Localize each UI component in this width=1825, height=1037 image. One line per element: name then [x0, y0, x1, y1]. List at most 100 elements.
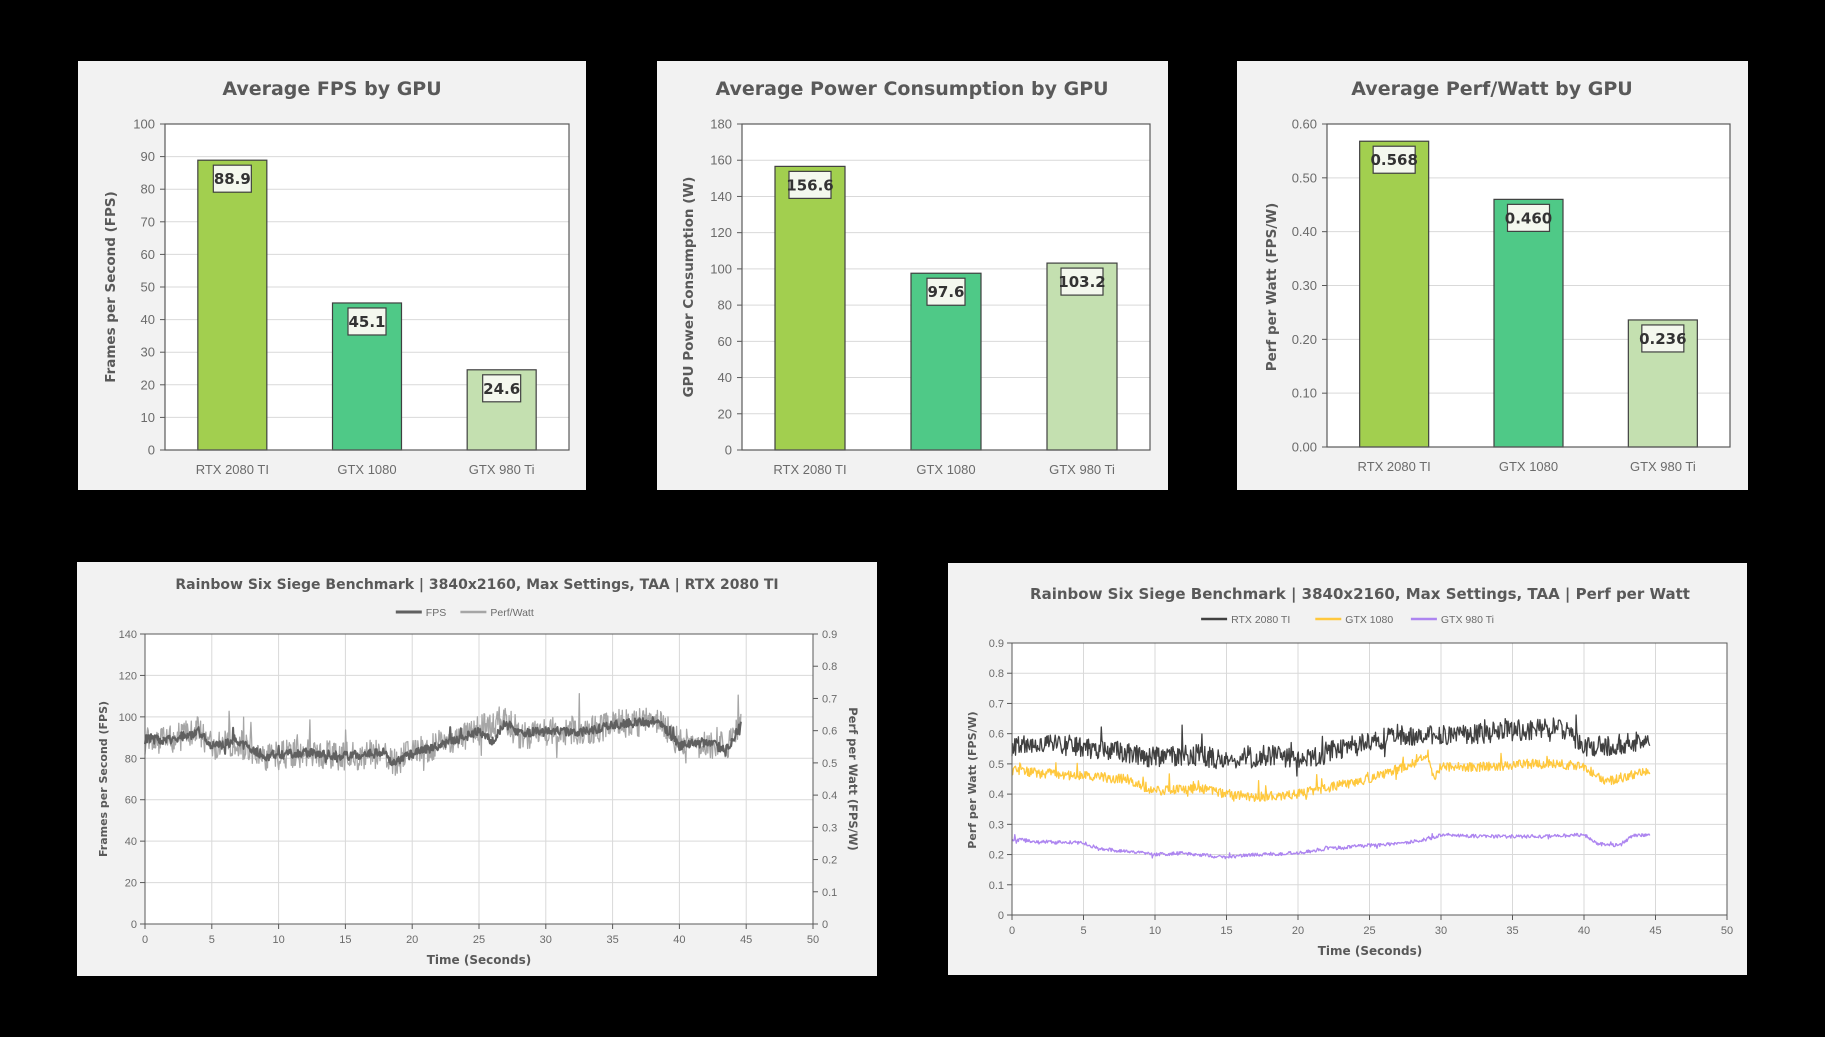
x-axis-title: Time (Seconds)	[1318, 944, 1423, 958]
series-line-fps	[144, 716, 742, 767]
y-tick-label: 50	[141, 280, 155, 295]
y-tick-label: 60	[718, 334, 732, 349]
legend-label: Perf/Watt	[490, 607, 533, 619]
y-tick-label: 0.6	[989, 729, 1004, 741]
x-axis-title: Time (Seconds)	[427, 953, 532, 967]
x-tick-label: 0	[1009, 925, 1015, 937]
y-tick-label: 140	[119, 629, 137, 641]
chart-title: Rainbow Six Siege Benchmark | 3840x2160,…	[1030, 585, 1690, 604]
x-tick-label: 15	[339, 934, 351, 946]
bar	[774, 165, 846, 451]
x-tick-label: 10	[1149, 925, 1161, 937]
x-tick-label: 50	[1721, 925, 1733, 937]
bar	[1359, 140, 1430, 448]
y-tick-label: 0.00	[1292, 440, 1317, 455]
y-tick-label: 0.50	[1292, 170, 1317, 185]
data-label: 156.6	[786, 176, 833, 194]
y-tick-label: 70	[141, 214, 155, 229]
legend-label: RTX 2080 TI	[1231, 614, 1290, 626]
y-tick-label: 40	[125, 836, 137, 848]
y-tick-label: 20	[141, 377, 155, 392]
y2-tick-label: 0.7	[822, 693, 837, 705]
y-tick-label: 0.4	[989, 789, 1004, 801]
data-label: 88.9	[214, 170, 251, 188]
data-label: 0.236	[1639, 330, 1686, 348]
data-label: 0.460	[1505, 209, 1552, 227]
y-tick-label: 60	[141, 247, 155, 262]
x-tick-label: 35	[1506, 925, 1518, 937]
chart-title: Rainbow Six Siege Benchmark | 3840x2160,…	[175, 577, 778, 593]
plot-border	[164, 123, 570, 451]
plot-border	[1326, 123, 1731, 448]
y-axis-title: Frames per Second (FPS)	[97, 701, 110, 857]
y-tick-label: 80	[125, 753, 137, 765]
data-label-box	[1506, 203, 1551, 232]
chart-title: Average Perf/Watt by GPU	[1351, 78, 1632, 100]
x-tick-label: 40	[1578, 925, 1590, 937]
data-label-box	[212, 164, 252, 193]
x-tick-label: 35	[606, 934, 618, 946]
y2-tick-label: 0	[822, 919, 828, 931]
chart-title: Average Power Consumption by GPU	[715, 78, 1108, 100]
data-label-box	[1372, 145, 1416, 174]
y-tick-label: 0.3	[989, 819, 1004, 831]
x-tick-label: 20	[1292, 925, 1304, 937]
legend-label: GTX 1080	[1345, 614, 1393, 626]
data-label: 97.6	[927, 283, 964, 301]
x-tick-label: 40	[673, 934, 685, 946]
y-axis-title: Perf per Watt (FPS/W)	[966, 711, 979, 848]
plot-border	[144, 633, 814, 925]
y2-tick-label: 0.5	[822, 758, 837, 770]
y-tick-label: 100	[133, 117, 155, 132]
y-tick-label: 180	[710, 117, 732, 132]
legend-label: FPS	[426, 607, 446, 619]
y-tick-label: 80	[718, 298, 732, 313]
x-tick-label: 25	[473, 934, 485, 946]
y-tick-label: 20	[718, 406, 732, 421]
y-tick-label: 40	[141, 312, 155, 327]
x-tick-label: 30	[540, 934, 552, 946]
data-label-box	[1641, 324, 1685, 353]
y-tick-label: 0.10	[1292, 386, 1317, 401]
y-tick-label: 0	[725, 443, 732, 458]
chart-panel-avg-power: Average Power Consumption by GPU GPU Pow…	[657, 61, 1168, 490]
x-tick-label: GTX 980 Ti	[469, 462, 535, 477]
y-tick-label: 60	[125, 795, 137, 807]
x-tick-label: GTX 980 Ti	[1630, 459, 1696, 474]
y-axis-title: Frames per Second (FPS)	[103, 191, 119, 383]
bar	[1493, 198, 1564, 448]
chart-panel-perf-per-watt-timeline: Rainbow Six Siege Benchmark | 3840x2160,…	[948, 563, 1747, 975]
plot-border	[1011, 642, 1728, 916]
y-tick-label: 0.9	[989, 638, 1004, 650]
y-tick-label: 10	[141, 410, 155, 425]
bar-chart-avg-fps: Average FPS by GPU Frames per Second (FP…	[103, 78, 570, 477]
y-tick-label: 20	[125, 878, 137, 890]
y-tick-label: 140	[710, 189, 732, 204]
x-tick-label: 5	[209, 934, 215, 946]
chart-panel-avg-perf-watt: Average Perf/Watt by GPU Perf per Watt (…	[1237, 61, 1748, 490]
y2-tick-label: 0.3	[822, 822, 837, 834]
y-tick-label: 0	[148, 443, 155, 458]
x-tick-label: GTX 1080	[916, 462, 975, 477]
y-axis-title: GPU Power Consumption (W)	[681, 177, 697, 398]
bar-chart-avg-perf-watt: Average Perf/Watt by GPU Perf per Watt (…	[1264, 78, 1731, 474]
y-tick-label: 160	[710, 153, 732, 168]
x-tick-label: 0	[142, 934, 148, 946]
y2-axis-title: Perf per Watt (FPS/W)	[846, 707, 860, 851]
data-label-box	[482, 374, 522, 403]
data-label-box	[347, 307, 387, 336]
y2-tick-label: 0.8	[822, 661, 837, 673]
chart-title: Average FPS by GPU	[222, 78, 441, 100]
y-tick-label: 0.1	[989, 880, 1004, 892]
y-tick-label: 0.40	[1292, 224, 1317, 239]
y2-tick-label: 0.2	[822, 855, 837, 867]
x-tick-label: 5	[1080, 925, 1086, 937]
legend-label: GTX 980 Ti	[1441, 614, 1494, 626]
y-axis-title: Perf per Watt (FPS/W)	[1264, 203, 1280, 372]
line-chart-rtx-2080-ti: Rainbow Six Siege Benchmark | 3840x2160,…	[97, 577, 860, 967]
y-tick-label: 0	[131, 919, 137, 931]
y-tick-label: 90	[141, 149, 155, 164]
y-tick-label: 0.60	[1292, 117, 1317, 132]
y-tick-label: 80	[141, 182, 155, 197]
series-line-rtx-2080-ti	[1011, 714, 1651, 777]
